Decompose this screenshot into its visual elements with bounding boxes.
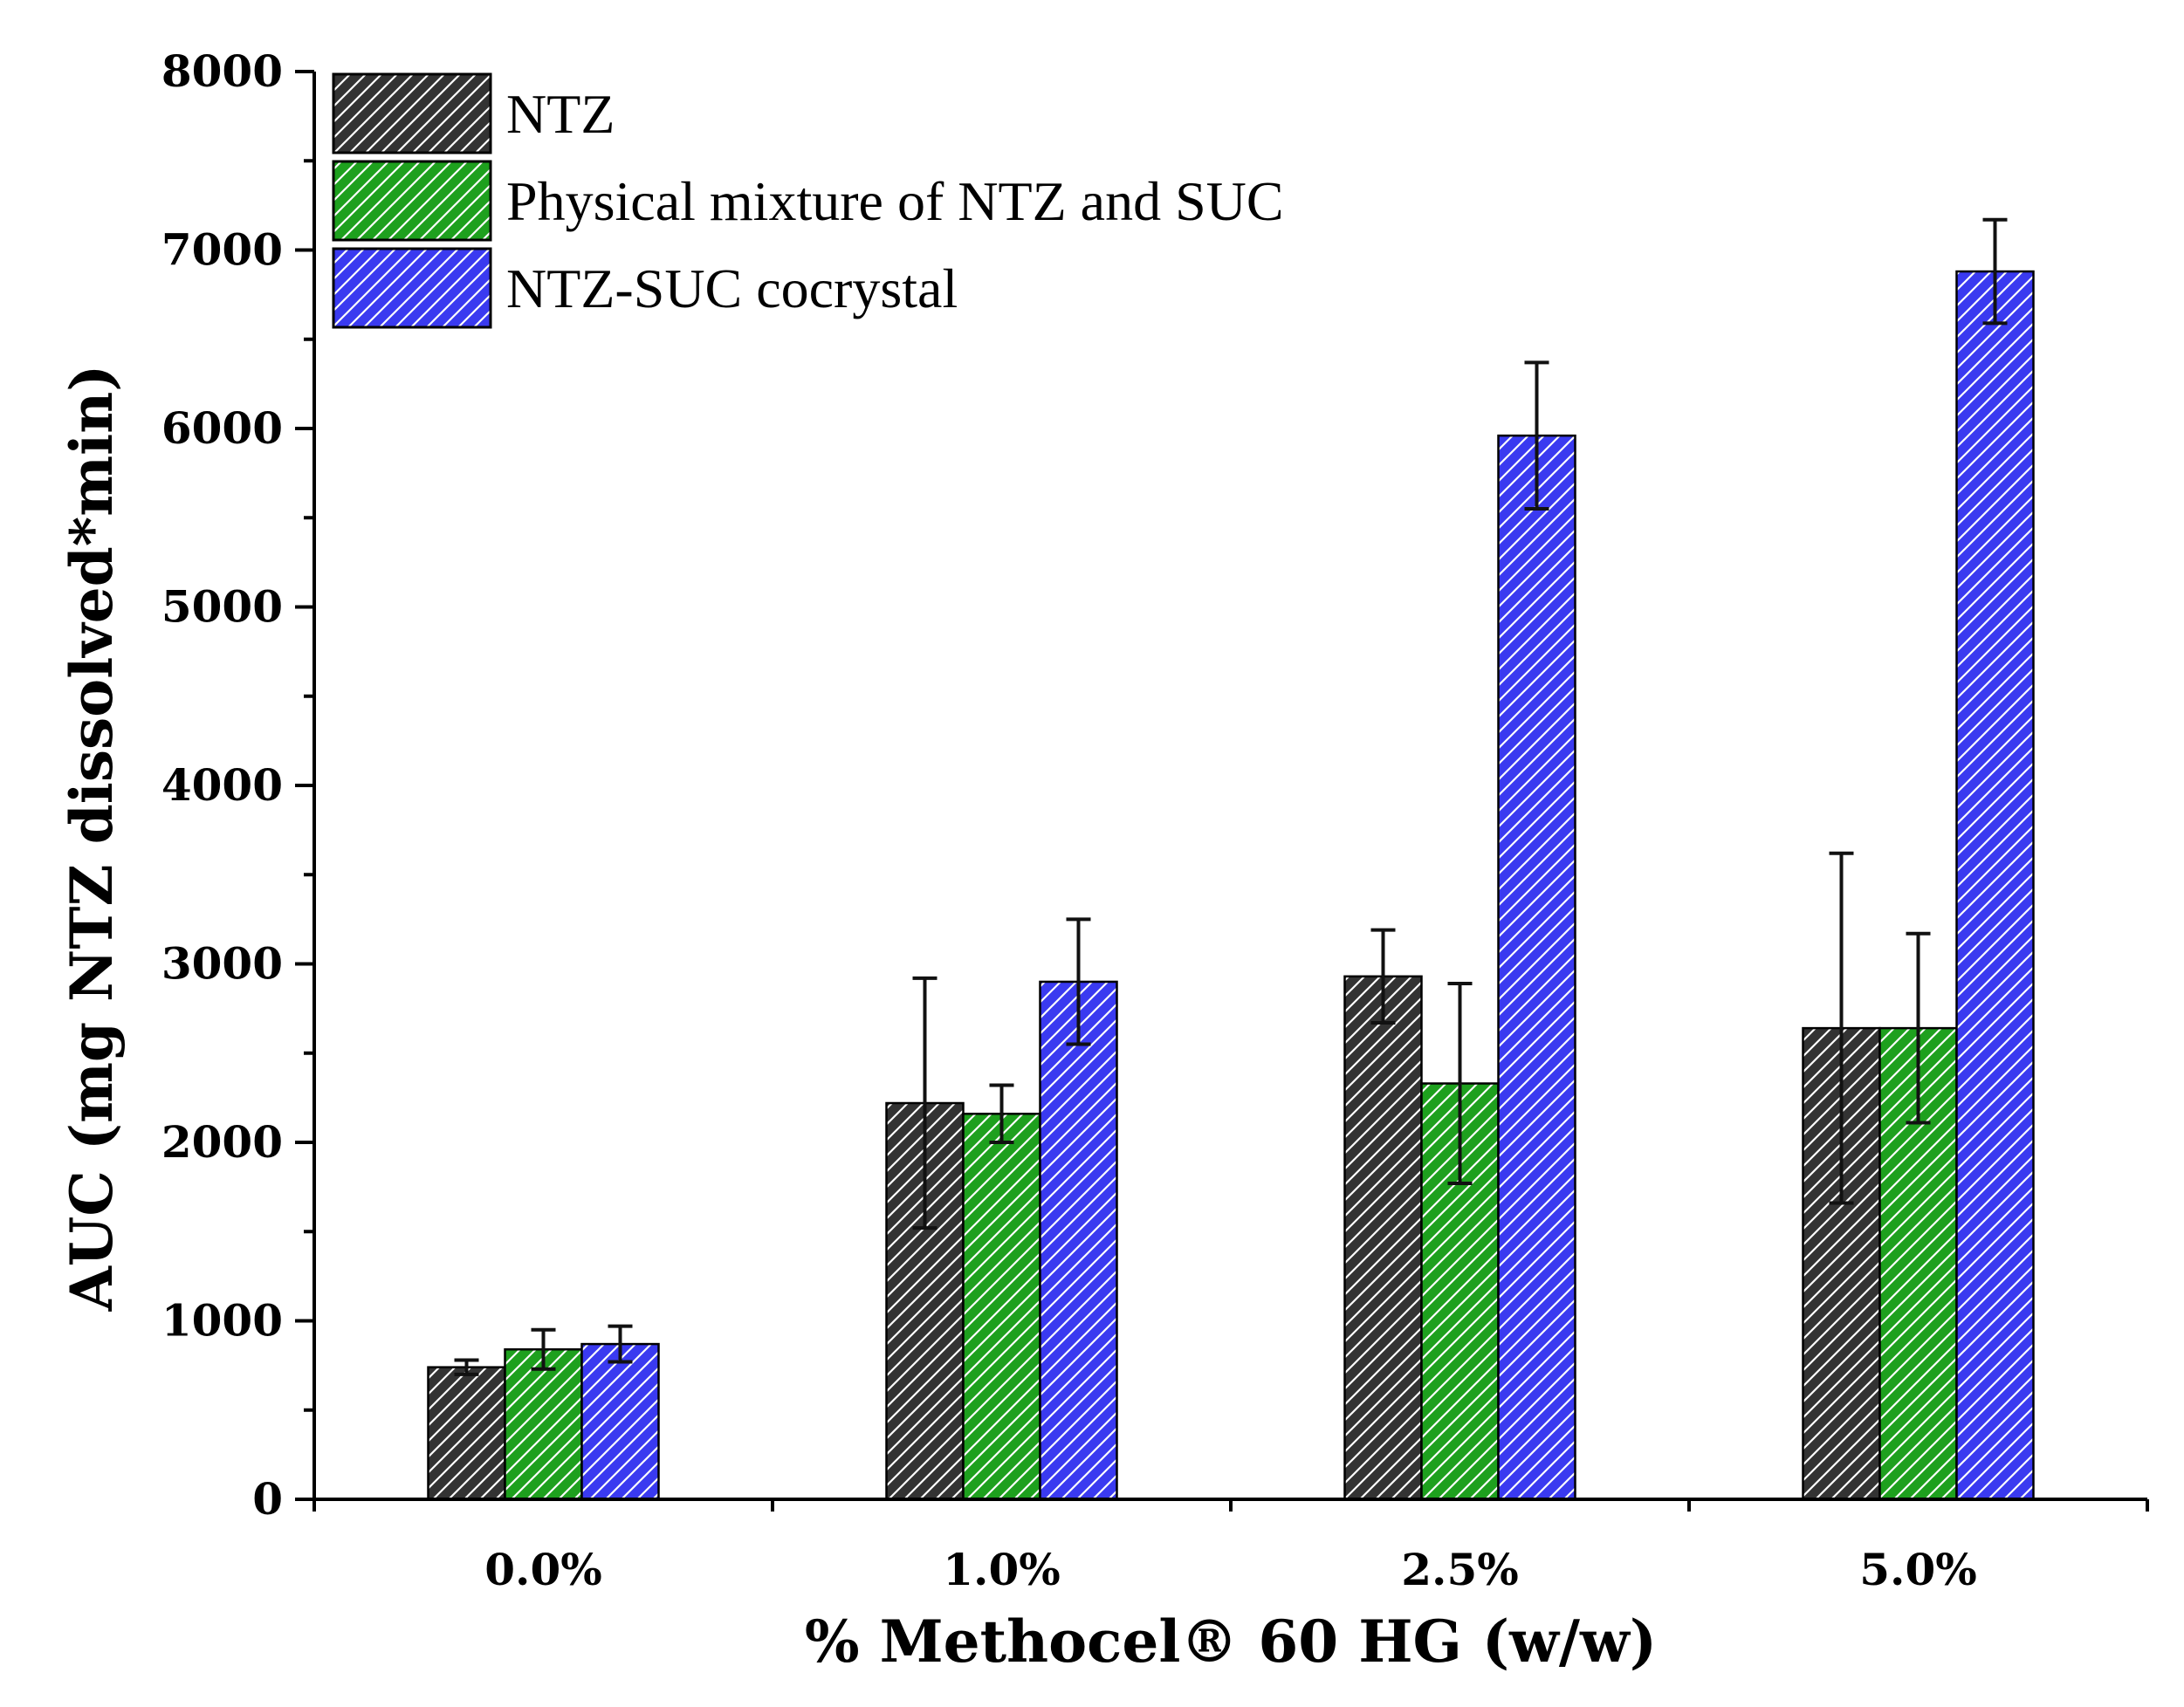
- bar: [427, 1366, 506, 1501]
- y-tick-label: 4000: [161, 759, 283, 811]
- legend-swatch: [332, 72, 492, 154]
- legend-item: NTZ-SUC cocrystal: [332, 247, 958, 329]
- y-tick-label: 3000: [161, 938, 283, 990]
- y-tick-label: 2000: [161, 1116, 283, 1168]
- error-bar: [1447, 981, 1473, 1186]
- legend-swatch: [332, 247, 492, 329]
- bar: [962, 1113, 1041, 1501]
- y-tick-label: 0: [252, 1473, 283, 1525]
- error-bar: [1524, 360, 1549, 511]
- error-bar: [1829, 851, 1854, 1205]
- legend-item: NTZ: [332, 72, 615, 154]
- ticks: 0 1000 2000 3000 4000 5000 6000 7000 8000 0.0% 1.0…: [161, 45, 2149, 1595]
- error-bar: [608, 1324, 633, 1364]
- error-bar: [1906, 931, 1931, 1125]
- y-tick-label: 7000: [161, 224, 283, 276]
- x-tick-label: 5.0%: [1859, 1544, 1977, 1595]
- error-bar: [454, 1358, 479, 1376]
- legend-label: Physical mixture of NTZ and SUC: [506, 170, 1284, 232]
- bars: [427, 217, 2035, 1501]
- x-tick-label: 1.0%: [943, 1544, 1061, 1595]
- bar: [504, 1347, 583, 1501]
- y-tick-label: 6000: [161, 402, 283, 454]
- x-tick-label: 2.5%: [1401, 1544, 1519, 1595]
- legend-label: NTZ: [506, 83, 615, 145]
- error-bar: [1982, 217, 2008, 326]
- y-tick-label: 5000: [161, 581, 283, 633]
- legend: NTZ Physical mixture of NTZ and SUC NTZ-SU…: [332, 72, 1284, 329]
- error-bar: [1370, 928, 1396, 1025]
- error-bar: [912, 976, 937, 1231]
- x-tick-label: 0.0%: [484, 1544, 602, 1595]
- y-axis-title: AUC (mg NTZ dissolved*min): [58, 365, 126, 1313]
- bar: [1039, 980, 1118, 1501]
- legend-label: NTZ-SUC cocrystal: [506, 257, 958, 319]
- error-bar: [531, 1327, 556, 1371]
- bar: [1955, 270, 2035, 1501]
- legend-item: Physical mixture of NTZ and SUC: [332, 160, 1284, 242]
- legend-swatch: [332, 160, 492, 242]
- bar: [1497, 434, 1576, 1501]
- error-bar: [1066, 917, 1091, 1046]
- error-bar: [989, 1083, 1014, 1144]
- bar: [1343, 975, 1423, 1501]
- x-axis-title: % Methocel® 60 HG (w/w): [805, 1608, 1657, 1676]
- y-tick-label: 8000: [161, 45, 283, 97]
- bar: [580, 1342, 660, 1501]
- y-tick-label: 1000: [161, 1295, 283, 1347]
